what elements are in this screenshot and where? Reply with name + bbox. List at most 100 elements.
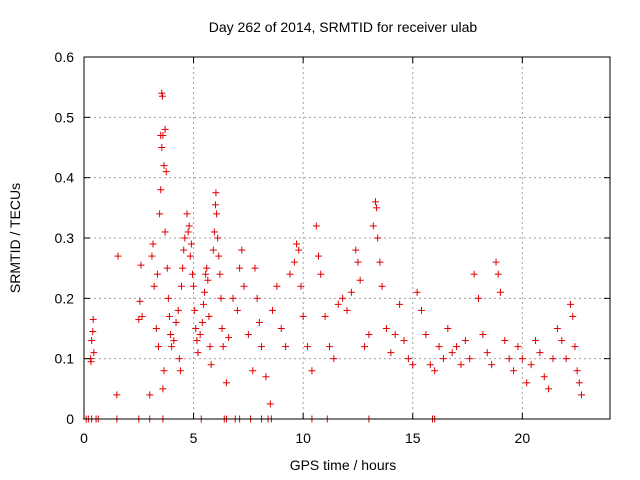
data-point <box>152 325 160 332</box>
data-point <box>213 210 221 218</box>
data-point <box>209 246 217 254</box>
data-point <box>88 337 96 345</box>
y-tick-label: 0 <box>66 411 74 427</box>
data-point <box>217 294 225 302</box>
data-point <box>193 337 201 345</box>
data-point <box>569 312 577 320</box>
data-point <box>308 367 316 375</box>
data-point <box>161 125 169 133</box>
data-point <box>219 343 227 351</box>
data-point <box>492 258 500 266</box>
data-point <box>258 343 266 351</box>
data-point <box>157 186 165 194</box>
data-point <box>205 312 213 320</box>
data-point <box>168 343 176 351</box>
data-point <box>571 343 579 351</box>
data-point <box>286 270 294 278</box>
data-point <box>376 258 384 266</box>
data-point <box>159 385 167 393</box>
data-point <box>453 343 461 351</box>
data-point <box>573 367 581 375</box>
data-point <box>215 252 223 260</box>
data-point <box>192 325 200 332</box>
data-point <box>374 234 382 242</box>
data-point <box>435 343 443 351</box>
data-point <box>202 270 210 278</box>
data-point <box>439 355 447 363</box>
data-point <box>176 367 184 375</box>
data-point <box>114 252 122 260</box>
y-tick-label: 0.1 <box>55 351 75 367</box>
data-point <box>527 361 535 369</box>
y-tick-label: 0.2 <box>55 290 75 306</box>
data-point <box>494 270 502 278</box>
data-point <box>238 246 246 254</box>
data-point <box>354 258 362 266</box>
data-point <box>198 318 206 326</box>
data-point <box>222 379 230 387</box>
data-point <box>188 270 196 278</box>
data-point <box>540 373 548 381</box>
data-point <box>312 222 320 230</box>
data-point <box>191 306 199 314</box>
data-point <box>277 325 285 332</box>
data-point <box>146 391 154 399</box>
data-point <box>418 306 426 314</box>
data-point <box>212 189 220 197</box>
data-point <box>249 367 257 375</box>
data-point <box>510 367 518 375</box>
data-point <box>567 300 575 308</box>
data-point <box>210 228 218 236</box>
data-point <box>136 297 144 305</box>
y-tick-label: 0.5 <box>55 109 75 125</box>
data-point <box>562 355 570 363</box>
data-point <box>505 355 513 363</box>
data-point <box>575 379 583 387</box>
data-point <box>225 334 233 342</box>
x-tick-label: 10 <box>295 430 311 446</box>
data-point <box>162 168 170 176</box>
data-point <box>165 312 173 320</box>
data-point <box>113 391 121 399</box>
data-point <box>137 261 145 269</box>
data-point <box>378 282 386 290</box>
data-point <box>229 294 237 302</box>
data-point <box>290 258 298 266</box>
data-point <box>431 367 439 375</box>
data-point <box>330 355 338 363</box>
data-point <box>155 343 163 351</box>
data-point <box>422 331 430 339</box>
data-point <box>413 288 421 296</box>
data-point <box>553 325 561 332</box>
data-point <box>496 288 504 296</box>
data-point <box>518 355 526 363</box>
data-point <box>159 131 167 139</box>
data-point <box>321 312 329 320</box>
data-point <box>163 264 171 272</box>
data-point <box>255 318 263 326</box>
data-point <box>179 264 187 272</box>
x-axis-label: GPS time / hours <box>290 457 397 473</box>
data-point <box>444 325 452 332</box>
data-point <box>470 270 478 278</box>
data-point <box>461 337 469 345</box>
data-point <box>149 240 157 248</box>
data-point <box>178 282 186 290</box>
data-point <box>183 210 191 218</box>
data-point <box>87 358 95 366</box>
data-point <box>266 400 274 408</box>
data-point <box>523 379 531 387</box>
data-point <box>382 325 390 332</box>
data-point <box>180 246 188 254</box>
data-point <box>175 355 183 363</box>
data-point <box>156 210 164 218</box>
data-point <box>365 331 373 339</box>
data-point <box>174 306 182 314</box>
data-point <box>236 264 244 272</box>
data-point <box>404 355 412 363</box>
data-point <box>361 343 369 351</box>
data-point <box>164 294 172 302</box>
data-point <box>488 361 496 369</box>
x-tick-label: 20 <box>515 430 531 446</box>
